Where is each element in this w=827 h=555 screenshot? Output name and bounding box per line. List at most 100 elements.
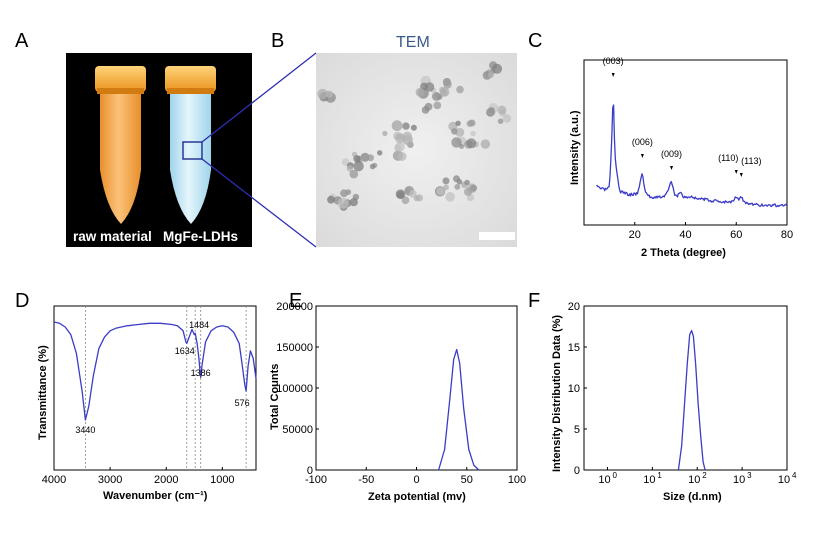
xrd-peak-label: (113) bbox=[741, 156, 761, 166]
xrd-xlabel: 2 Theta (degree) bbox=[641, 247, 726, 259]
zeta-ytick-label: 200000 bbox=[276, 301, 313, 313]
tem-particle bbox=[337, 197, 349, 209]
tem-particle bbox=[349, 198, 358, 207]
dls-tick-exponent: 2 bbox=[702, 471, 707, 480]
tem-particle bbox=[382, 130, 388, 136]
zeta-ytick-label: 100000 bbox=[276, 383, 313, 395]
tube-cap-right bbox=[165, 66, 216, 92]
tube-body-left bbox=[100, 94, 141, 224]
tem-particle bbox=[431, 92, 441, 101]
dls-ytick-label: 0 bbox=[574, 465, 580, 477]
panel-label-e: E bbox=[289, 290, 302, 312]
zeta-ytick-label: 0 bbox=[307, 465, 313, 477]
tube-mgfe-ldhs bbox=[165, 66, 216, 224]
tem-particle bbox=[353, 155, 361, 163]
tem-particle bbox=[410, 124, 417, 131]
ftir-tick-label: 3000 bbox=[98, 474, 122, 486]
panel-label-f: F bbox=[528, 290, 540, 312]
zoom-line-bottom bbox=[201, 158, 317, 248]
dls-tick-exponent: 4 bbox=[792, 471, 797, 480]
xrd-tick-label: 80 bbox=[781, 229, 793, 241]
tem-particle bbox=[455, 120, 461, 127]
zoom-box bbox=[182, 141, 203, 160]
xrd-tick-label: 20 bbox=[629, 229, 641, 241]
xrd-peak-label: (003) bbox=[603, 56, 624, 66]
tem-particle bbox=[470, 130, 476, 137]
tem-particle bbox=[497, 105, 507, 115]
tem-particle bbox=[402, 122, 410, 130]
xrd-ylabel: Intensity (a.u.) bbox=[569, 110, 581, 185]
tem-particle bbox=[466, 120, 474, 127]
tem-particle bbox=[442, 177, 450, 185]
tem-particle bbox=[353, 161, 364, 172]
tem-image bbox=[316, 53, 517, 247]
scale-bar bbox=[479, 232, 515, 240]
tem-particle bbox=[391, 120, 403, 132]
dls-tick-exponent: 0 bbox=[612, 471, 617, 480]
dls-tick-exponent: 3 bbox=[747, 471, 752, 480]
tem-particle bbox=[317, 88, 328, 100]
tem-particle bbox=[377, 150, 383, 156]
label-mgfe-ldhs: MgFe-LDHs bbox=[163, 229, 238, 244]
tem-particle bbox=[480, 139, 491, 149]
tem-particle bbox=[456, 179, 463, 185]
tem-particle bbox=[395, 189, 406, 199]
tem-particle bbox=[492, 63, 503, 74]
dls-ylabel: Intensity Distribution Data (%) bbox=[551, 315, 563, 472]
tube-cap-left bbox=[95, 66, 146, 92]
ftir-peak-label: 3440 bbox=[75, 425, 95, 435]
tem-particle bbox=[464, 179, 470, 186]
tem-particle bbox=[455, 127, 465, 137]
ftir-tick-label: 2000 bbox=[154, 474, 178, 486]
tem-particle bbox=[395, 133, 406, 144]
label-raw-material: raw material bbox=[73, 229, 152, 244]
panel-label-b: B bbox=[271, 30, 284, 52]
xrd-peak-arrow bbox=[739, 173, 743, 177]
xrd-peak-arrow bbox=[670, 166, 674, 170]
ftir-tick-label: 4000 bbox=[42, 474, 66, 486]
tem-particle bbox=[401, 196, 410, 205]
tem-particle bbox=[497, 118, 504, 124]
panel-label-a: A bbox=[15, 30, 29, 52]
tem-particle bbox=[415, 87, 425, 97]
panel-label-d: D bbox=[15, 290, 29, 312]
tem-particle bbox=[405, 188, 410, 194]
xrd-chart: 20 40 60 80 (003) (006) (009) (110) (113) bbox=[583, 56, 793, 241]
tem-particle bbox=[345, 189, 352, 195]
tem-particle bbox=[349, 169, 359, 179]
tem-particle bbox=[346, 165, 354, 172]
tem-particle bbox=[413, 195, 420, 202]
tem-particle bbox=[487, 71, 494, 79]
tem-particle bbox=[451, 137, 462, 148]
zeta-tick-label: -100 bbox=[305, 474, 327, 486]
tem-particle bbox=[424, 102, 433, 111]
dls-tick-label: 10 bbox=[733, 474, 745, 486]
zeta-xlabel: Zeta potential (mv) bbox=[368, 491, 466, 503]
photo-background bbox=[66, 53, 252, 247]
xrd-peak-label: (110) bbox=[718, 153, 738, 163]
tem-particle bbox=[470, 184, 477, 192]
xrd-peak-arrow bbox=[640, 154, 644, 158]
zeta-ytick-label: 50000 bbox=[282, 424, 313, 436]
tem-particle bbox=[456, 85, 464, 94]
tem-particle bbox=[408, 189, 417, 198]
tem-particle bbox=[367, 154, 375, 162]
tem-particle bbox=[463, 187, 473, 196]
tem-particle bbox=[445, 192, 455, 202]
tem-particles bbox=[317, 61, 512, 211]
dls-tick-label: 10 bbox=[778, 474, 790, 486]
tem-particle bbox=[451, 128, 458, 135]
zeta-chart: -100 -50 0 50 100 0 50000 100000 150000 200000 bbox=[276, 301, 526, 486]
tem-particle bbox=[439, 87, 450, 97]
tem-particle bbox=[454, 184, 461, 190]
zeta-ylabel: Total Counts bbox=[269, 364, 281, 430]
xrd-tick-label: 40 bbox=[679, 229, 691, 241]
tem-particle bbox=[489, 109, 496, 116]
tem-particle bbox=[424, 82, 435, 92]
tem-particle bbox=[397, 152, 407, 161]
tem-particle bbox=[466, 138, 477, 149]
tem-particle bbox=[327, 195, 335, 204]
dls-ytick-label: 20 bbox=[568, 301, 580, 313]
ftir-ylabel: Transmittance (%) bbox=[37, 345, 49, 440]
